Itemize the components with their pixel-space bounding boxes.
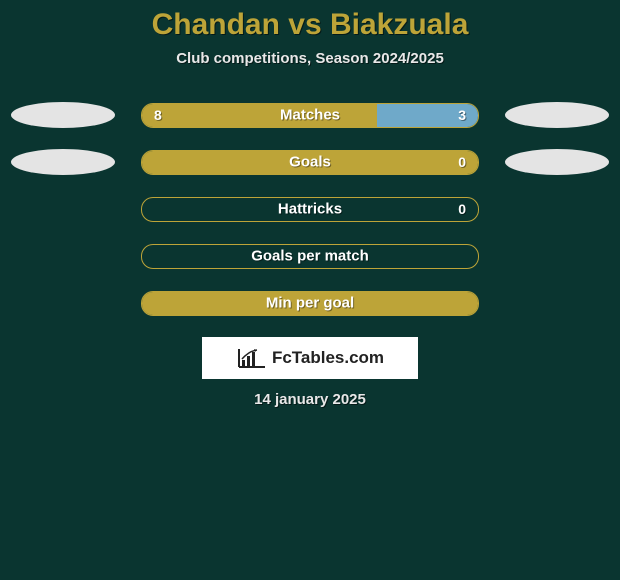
comparison-bar: Goals per match [141, 244, 479, 269]
subtitle: Club competitions, Season 2024/2025 [0, 50, 620, 67]
comparison-rows: 83Matches 0Goals 0Hattricks Goals per match… [0, 102, 620, 316]
comparison-bar: 0Goals [141, 150, 479, 175]
metric-label: Hattricks [142, 201, 478, 218]
comparison-row: 83Matches [0, 102, 620, 128]
metric-label: Goals per match [142, 248, 478, 265]
comparison-row: Goals per match [0, 243, 620, 269]
player-right-marker [505, 102, 609, 128]
player-left-marker [11, 102, 115, 128]
player-right-marker [505, 149, 609, 175]
comparison-row: 0Goals [0, 149, 620, 175]
comparison-bar: 0Hattricks [141, 197, 479, 222]
comparison-bar: Min per goal [141, 291, 479, 316]
comparison-row: 0Hattricks [0, 196, 620, 222]
metric-label: Min per goal [142, 295, 478, 312]
metric-label: Matches [142, 107, 478, 124]
date-text: 14 january 2025 [0, 391, 620, 408]
bar-chart-icon [236, 346, 268, 370]
logo-text: FcTables.com [272, 348, 384, 368]
infographic-container: Chandan vs Biakzuala Club competitions, … [0, 0, 620, 408]
comparison-row: Min per goal [0, 290, 620, 316]
player-left-marker [11, 149, 115, 175]
metric-label: Goals [142, 154, 478, 171]
page-title: Chandan vs Biakzuala [0, 8, 620, 42]
comparison-bar: 83Matches [141, 103, 479, 128]
logo-box: FcTables.com [202, 337, 418, 379]
